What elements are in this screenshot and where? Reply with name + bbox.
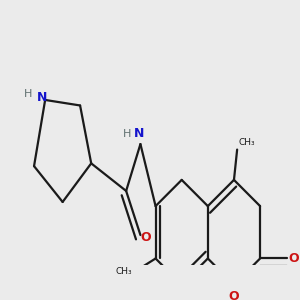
Text: O: O <box>229 290 239 300</box>
Text: N: N <box>37 91 47 104</box>
Text: H: H <box>23 89 32 99</box>
Text: N: N <box>134 127 144 140</box>
Text: CH₃: CH₃ <box>116 267 132 276</box>
Text: O: O <box>288 252 299 265</box>
Text: H: H <box>123 129 131 139</box>
Text: O: O <box>141 231 152 244</box>
Text: CH₃: CH₃ <box>239 139 255 148</box>
